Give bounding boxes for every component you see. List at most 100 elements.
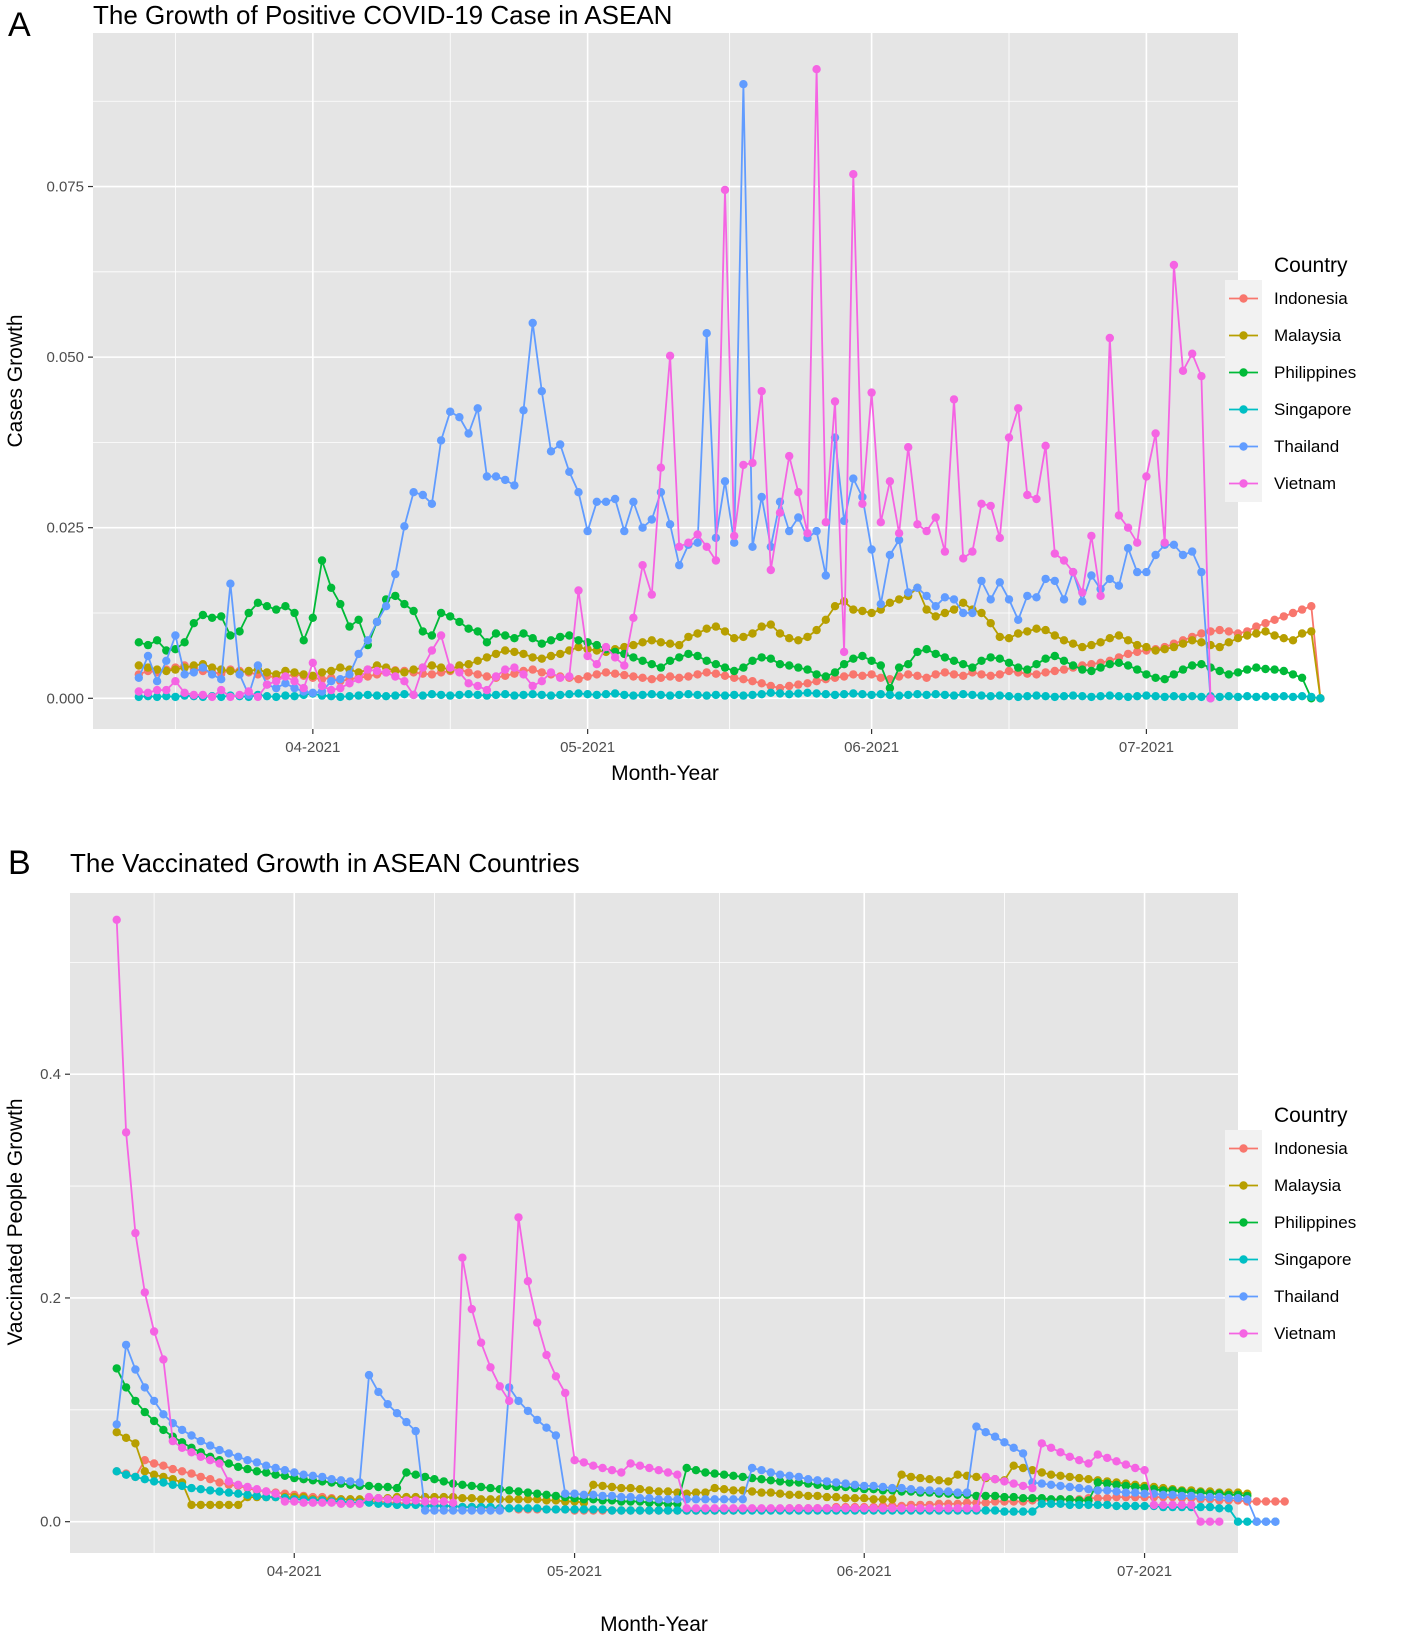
panel-b-point-philippines [710, 1469, 719, 1478]
panel-b-point-vietnam [112, 915, 121, 924]
panel-a-point-philippines [913, 647, 922, 657]
panel-a-letter: A [8, 6, 31, 44]
panel-b-point-thailand [635, 1494, 645, 1503]
panel-a-point-philippines [436, 608, 446, 618]
panel-a-point-philippines [528, 634, 537, 643]
panel-a-point-philippines [1197, 660, 1206, 669]
panel-a-point-malaysia [574, 642, 583, 652]
panel-b-point-malaysia [1075, 1473, 1084, 1483]
panel-b-point-indonesia [187, 1469, 196, 1478]
panel-a-point-singapore [720, 691, 730, 700]
panel-a-point-singapore [977, 691, 986, 700]
panel-b-point-thailand [523, 1406, 533, 1416]
panel-b-point-vietnam [738, 1504, 747, 1513]
panel-a-point-indonesia [601, 668, 611, 677]
panel-a-point-vietnam [904, 443, 913, 452]
panel-a-point-vietnam [757, 387, 766, 396]
panel-b-point-vietnam [476, 1338, 486, 1347]
panel-a-point-malaysia [830, 602, 840, 611]
panel-a-point-malaysia [217, 665, 226, 674]
panel-a-point-malaysia [327, 666, 336, 676]
panel-a-point-thailand [436, 436, 446, 445]
panel-b-point-thailand [1215, 1492, 1224, 1502]
panel-a-point-thailand [601, 497, 611, 506]
panel-a-point-indonesia [940, 668, 950, 677]
panel-b-point-thailand [691, 1495, 701, 1504]
panel-a-point-singapore [1096, 692, 1105, 701]
panel-b-point-thailand [1261, 1517, 1271, 1526]
panel-b-legend-key-point [1239, 1218, 1248, 1227]
panel-a-point-indonesia [473, 670, 482, 679]
panel-a-point-philippines [821, 672, 830, 681]
panel-a-point-vietnam [1133, 538, 1142, 547]
panel-b-point-vietnam [1056, 1448, 1065, 1457]
panel-a-point-thailand [327, 677, 336, 686]
panel-b-point-philippines [411, 1470, 420, 1479]
panel-b-point-malaysia [140, 1467, 149, 1476]
panel-a-point-malaysia [1142, 642, 1151, 652]
panel-a-point-philippines [629, 653, 638, 662]
panel-b-point-thailand [374, 1387, 383, 1397]
panel-a-point-malaysia [299, 670, 308, 679]
panel-a-point-singapore [1297, 692, 1307, 701]
panel-b-point-philippines [402, 1468, 411, 1477]
panel-a-point-vietnam [418, 663, 427, 672]
panel-a-point-philippines [830, 668, 840, 677]
panel-a-point-thailand [1059, 595, 1069, 604]
panel-b-point-malaysia [598, 1481, 607, 1491]
panel-b-point-vietnam [869, 1504, 878, 1513]
panel-b-point-vietnam [1093, 1450, 1103, 1459]
panel-a-point-philippines [1233, 668, 1243, 677]
panel-b-point-singapore [1000, 1507, 1009, 1516]
panel-a-point-singapore [565, 690, 574, 699]
panel-b-chart: B The Vaccinated Growth in ASEAN Countri… [4, 844, 1356, 1635]
panel-a-point-indonesia [766, 681, 775, 691]
panel-a-point-vietnam [235, 690, 244, 700]
panel-a-point-vietnam [134, 687, 143, 696]
panel-a-point-singapore [455, 690, 464, 700]
panel-a-point-vietnam [821, 518, 830, 527]
panel-a-point-malaysia [317, 668, 327, 677]
panel-a-point-philippines [409, 606, 418, 616]
panel-a-point-singapore [931, 690, 940, 699]
panel-b-point-thailand [280, 1466, 290, 1475]
panel-a-point-thailand [720, 477, 730, 486]
panel-a-point-philippines [207, 613, 217, 622]
panel-b-point-vietnam [1018, 1481, 1028, 1491]
panel-a-point-philippines [1114, 658, 1124, 667]
panel-a-point-vietnam [253, 692, 263, 702]
panel-b-point-malaysia [505, 1495, 514, 1504]
panel-b-point-vietnam [430, 1497, 439, 1506]
panel-b-point-vietnam [682, 1504, 691, 1513]
panel-a-point-malaysia [775, 629, 785, 638]
panel-b-point-philippines [551, 1491, 561, 1501]
panel-a-title: The Growth of Positive COVID-19 Case in … [93, 0, 672, 30]
panel-a-point-thailand [785, 526, 794, 536]
panel-a-point-thailand [354, 649, 363, 659]
panel-a-point-philippines [180, 638, 189, 647]
panel-a-point-singapore [940, 690, 950, 700]
panel-b-point-thailand [1168, 1490, 1177, 1500]
panel-a-point-thailand [162, 656, 171, 665]
panel-b-point-thailand [308, 1471, 318, 1481]
panel-b-point-thailand [336, 1476, 346, 1485]
panel-a-point-malaysia [226, 666, 235, 676]
panel-b-point-malaysia [925, 1475, 934, 1484]
panel-a-point-indonesia [1307, 602, 1316, 611]
panel-b-point-indonesia [149, 1459, 159, 1468]
panel-a-point-singapore [372, 691, 382, 700]
panel-a-point-singapore [702, 691, 711, 700]
panel-b-point-thailand [1000, 1438, 1009, 1447]
panel-a-point-vietnam [730, 531, 739, 541]
panel-a-point-philippines [189, 619, 198, 628]
panel-b-point-thailand [551, 1431, 561, 1440]
panel-a-point-malaysia [867, 608, 876, 618]
panel-a-point-malaysia [501, 646, 510, 655]
panel-a-point-singapore [1142, 691, 1151, 700]
panel-a-point-vietnam [464, 679, 473, 688]
panel-b-point-thailand [766, 1468, 775, 1477]
panel-b-point-philippines [738, 1472, 747, 1482]
panel-a-point-singapore [391, 691, 400, 700]
panel-a-point-indonesia [501, 671, 510, 680]
panel-a-point-indonesia [995, 670, 1004, 679]
